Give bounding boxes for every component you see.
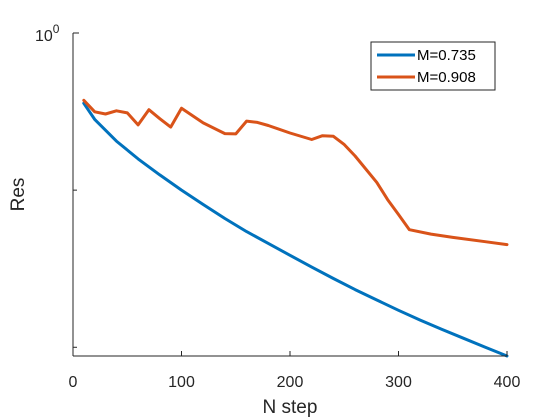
series-line-1 [82, 101, 509, 358]
axes-layer: 0 100 200 300 400 100 N step Res [8, 22, 520, 418]
series-line-2 [82, 98, 509, 247]
y-tick-label: 100 [35, 22, 60, 45]
x-tick-label: 200 [277, 374, 304, 391]
x-tick-label: 0 [69, 374, 78, 391]
legend: M=0.735 M=0.908 [370, 41, 496, 91]
x-tick-label: 300 [385, 374, 412, 391]
legend-label-1: M=0.735 [417, 47, 476, 64]
y-axis-title: Res [8, 178, 29, 212]
series-layer [82, 98, 509, 358]
x-tick-label: 100 [168, 374, 195, 391]
legend-label-2: M=0.908 [417, 69, 476, 86]
x-axis-title: N step [263, 397, 318, 418]
x-tick-label: 400 [494, 374, 521, 391]
legend-box [370, 41, 496, 91]
